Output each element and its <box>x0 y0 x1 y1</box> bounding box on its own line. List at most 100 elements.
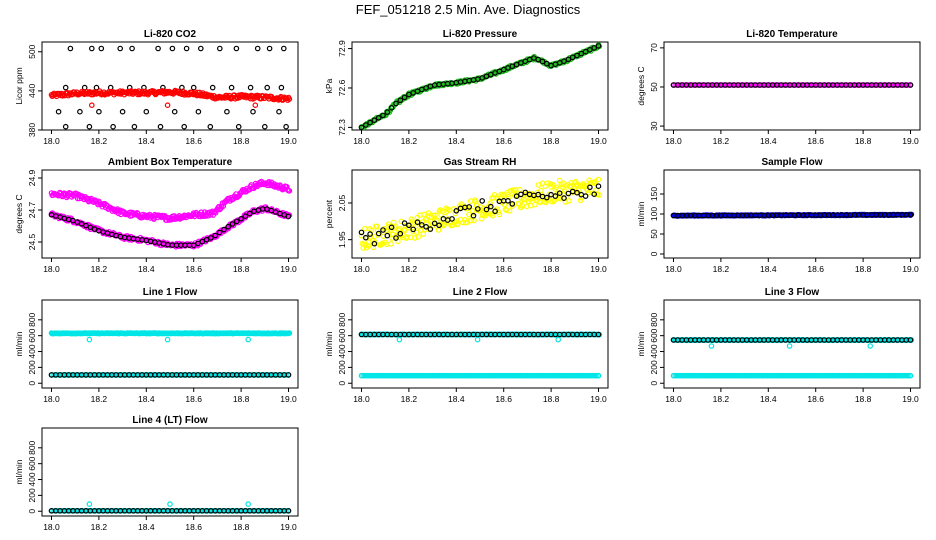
data-point <box>371 117 378 124</box>
data-point <box>549 181 556 188</box>
data-point <box>587 184 593 191</box>
series-l1-outliers <box>86 336 252 343</box>
y-tick-label: 0 <box>649 381 659 386</box>
data-point <box>358 233 365 239</box>
x-tick-label: 18.4 <box>760 394 777 404</box>
series-rh-black <box>358 183 602 247</box>
data-point <box>183 45 190 52</box>
data-point <box>96 108 102 115</box>
data-point <box>385 221 392 228</box>
y-axis-label: Licor ppm <box>14 67 24 104</box>
plot-frame <box>41 427 299 517</box>
data-point <box>167 501 173 507</box>
x-tick-label: 18.6 <box>495 136 512 146</box>
y-axis-label: ml/min <box>636 331 646 356</box>
y-axis-label: degrees C <box>636 66 646 105</box>
data-point <box>358 229 365 236</box>
data-point <box>591 191 598 198</box>
data-point <box>375 230 382 237</box>
x-tick-label: 18.6 <box>185 522 202 532</box>
data-point <box>569 54 576 61</box>
data-point <box>401 227 408 234</box>
data-point <box>77 108 83 115</box>
plot-frame <box>351 299 609 389</box>
series-scatter-low <box>55 108 289 130</box>
data-point <box>181 123 188 130</box>
x-tick-label: 18.6 <box>185 136 202 146</box>
x-tick-label: 18.4 <box>448 264 465 274</box>
x-tick-label: 19.0 <box>280 394 297 404</box>
x-tick-label: 18.2 <box>401 394 418 404</box>
x-tick-label: 18.4 <box>760 264 777 274</box>
data-point <box>283 123 289 130</box>
plot-frame <box>663 41 921 131</box>
data-point <box>441 221 448 228</box>
data-point <box>358 124 365 131</box>
data-point <box>86 336 93 343</box>
data-point <box>506 208 513 214</box>
x-tick-label: 18.8 <box>233 394 250 404</box>
x-tick-label: 18.2 <box>91 264 108 274</box>
data-point <box>199 238 206 245</box>
plot-frame <box>41 41 299 131</box>
data-point <box>487 200 494 207</box>
data-point <box>907 337 914 343</box>
data-point <box>535 56 542 63</box>
y-axis-label: kPa <box>324 78 334 93</box>
data-point <box>362 234 369 241</box>
data-point <box>867 343 874 349</box>
data-point <box>62 84 69 91</box>
series-scatter-mid <box>62 84 285 91</box>
x-tick-label: 18.8 <box>855 136 872 146</box>
data-point <box>98 45 105 52</box>
data-point <box>278 84 285 91</box>
data-point <box>367 231 373 237</box>
data-point <box>483 206 490 213</box>
data-point <box>388 105 395 111</box>
x-tick-label: 18.4 <box>760 136 777 146</box>
x-tick-label: 19.0 <box>280 522 297 532</box>
data-point <box>469 208 476 214</box>
series-sflow-black <box>670 212 914 219</box>
series-l3-cyan-low <box>670 372 914 379</box>
data-point <box>86 123 93 130</box>
data-point <box>465 205 471 211</box>
y-tick-label: 200 <box>649 360 659 374</box>
data-point <box>384 232 391 239</box>
x-tick-label: 19.0 <box>590 264 607 274</box>
data-point <box>521 196 527 203</box>
series-l2-black <box>358 331 602 338</box>
data-point <box>198 45 204 52</box>
y-axis-label: ml/min <box>324 331 334 356</box>
y-tick-label: 800 <box>649 312 659 326</box>
x-tick-label: 18.6 <box>807 264 824 274</box>
data-point <box>478 216 485 222</box>
data-point <box>474 336 481 343</box>
data-point <box>285 372 292 378</box>
x-tick-label: 18.8 <box>233 264 250 274</box>
y-tick-label: 400 <box>27 472 37 486</box>
data-point <box>393 235 399 241</box>
y-tick-label: 600 <box>27 328 37 342</box>
data-point <box>387 227 394 234</box>
data-point <box>131 123 138 130</box>
data-point <box>574 189 580 196</box>
data-point <box>553 184 560 191</box>
x-tick-label: 18.2 <box>713 136 730 146</box>
data-point <box>432 212 438 219</box>
data-point <box>371 240 378 247</box>
series-ambient-black <box>48 206 292 249</box>
data-point <box>164 336 171 343</box>
data-point <box>565 56 572 63</box>
x-tick-label: 18.4 <box>448 394 465 404</box>
series-l1-cyan-high <box>48 330 293 337</box>
y-tick-label: 200 <box>337 360 347 374</box>
x-tick-label: 19.0 <box>590 136 607 146</box>
panel-rh: Gas Stream RH 18.0 18.2 18.4 18.6 18.8 19.0 1.9… <box>324 157 609 274</box>
data-point <box>171 108 178 115</box>
data-point <box>582 193 589 199</box>
x-tick-label: 18.2 <box>713 394 730 404</box>
data-point <box>539 58 546 65</box>
data-point <box>286 96 293 102</box>
